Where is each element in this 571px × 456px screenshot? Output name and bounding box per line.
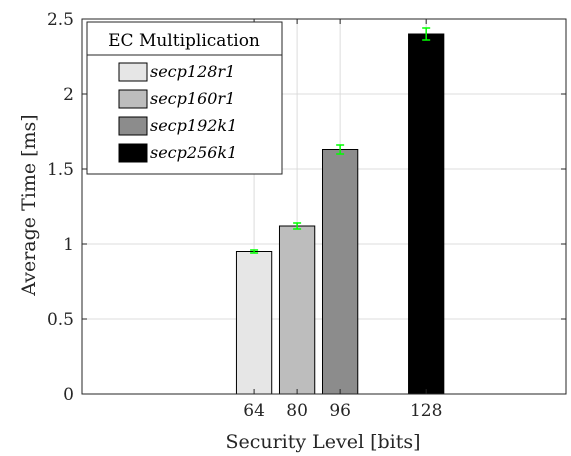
x-tick-labels: 64 80 96 128 xyxy=(243,401,442,421)
y-tick-label: 0 xyxy=(63,385,74,405)
legend-items: secp128r1 secp160r1 secp192k1 secp256k1 xyxy=(118,62,237,163)
x-tick-label: 128 xyxy=(410,401,442,421)
legend-title: EC Multiplication xyxy=(108,31,260,51)
axes xyxy=(81,18,567,395)
legend-label: secp256k1 xyxy=(150,143,237,162)
y-tick-label: 2.5 xyxy=(47,10,74,30)
y-tick-label: 2 xyxy=(63,85,74,105)
axes-box xyxy=(81,18,567,395)
legend-swatch xyxy=(118,62,148,82)
legend: EC Multiplication secp128r1secp160r1secp… xyxy=(86,21,283,175)
bar-secp256k1 xyxy=(408,33,445,395)
y-tick-labels: 0 0.5 1 1.5 2 2.5 xyxy=(47,10,74,405)
legend-swatch xyxy=(118,89,148,109)
bar-secp128r1 xyxy=(235,251,273,395)
x-tick-label: 96 xyxy=(329,401,351,421)
legend-swatch xyxy=(118,143,148,163)
legend-label: secp128r1 xyxy=(150,62,235,81)
y-tick-label: 1 xyxy=(63,235,74,255)
x-tick-label: 80 xyxy=(286,401,308,421)
error-bars xyxy=(250,27,431,254)
y-axis-label: Average Time [ms] xyxy=(18,114,40,296)
y-tick-label: 0.5 xyxy=(47,310,74,330)
legend-label: secp192k1 xyxy=(150,116,237,135)
bar-secp160r1 xyxy=(278,225,316,395)
y-tick-label: 1.5 xyxy=(47,160,74,180)
x-axis-label: Security Level [bits] xyxy=(225,431,420,453)
bar-secp192k1 xyxy=(321,149,359,395)
x-tick-label: 64 xyxy=(243,401,265,421)
legend-swatch xyxy=(118,116,148,136)
legend-label: secp160r1 xyxy=(150,89,235,108)
